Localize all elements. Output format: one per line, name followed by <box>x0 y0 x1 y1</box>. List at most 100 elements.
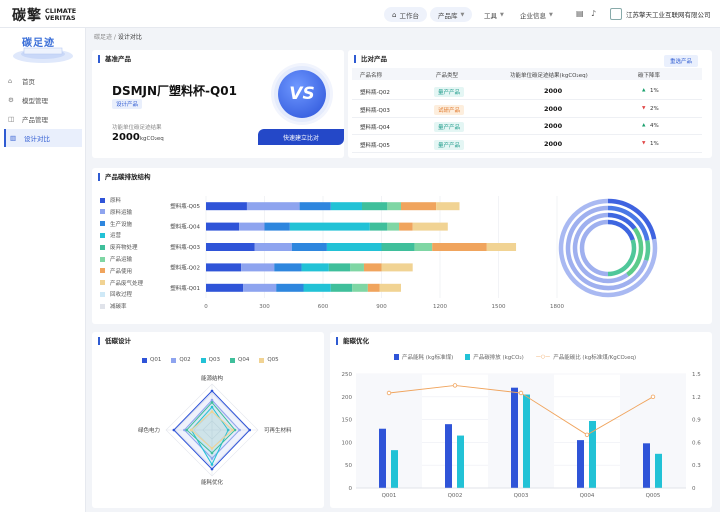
sidebar-item-design-compare[interactable]: ▥ 设计对比 <box>4 129 82 147</box>
legend-item: —○— 产品能碳比 (kg标准煤/KgCO₂eq) <box>536 353 636 361</box>
legend-item: 产品能耗 (kg标准煤) <box>394 353 453 361</box>
legend-swatch <box>100 232 105 238</box>
arrow-up-icon: ▲ <box>642 88 646 93</box>
y-tick-label: 100 <box>342 440 353 446</box>
x-tick-label: 1800 <box>550 304 564 310</box>
nav-tools[interactable]: 工具 ▼ <box>484 7 504 22</box>
bar-segment <box>330 202 362 211</box>
legend-item: 回收过程 <box>100 290 132 298</box>
bar <box>511 387 518 488</box>
ring-slice <box>607 205 650 242</box>
row-divider <box>352 151 702 153</box>
nav-company-info-label: 企业信息 <box>520 11 546 20</box>
legend-swatch <box>200 357 206 363</box>
legend-label: 产品运输 <box>110 257 133 263</box>
company-switcher[interactable]: 江苏擎天工业互联网有限公司 <box>610 8 711 20</box>
product-type-tag: 试研产品 <box>434 104 465 115</box>
legend-label: Q01 <box>150 357 162 363</box>
legend-swatch <box>100 244 105 250</box>
legend-label: 回收过程 <box>110 292 133 299</box>
line-point <box>584 432 590 437</box>
bar <box>643 443 650 488</box>
quick-compare-button[interactable]: 快速建立比对 <box>258 129 344 145</box>
nav-company-info[interactable]: 企业信息 ▼ <box>520 7 553 22</box>
card-title: 产品碳排放结构 <box>98 173 151 181</box>
product-name-cell: 塑料瓶-Q03 <box>360 107 390 114</box>
sidebar-item-model-management[interactable]: ⚙ 模型管理 <box>4 91 82 109</box>
logo[interactable]: 碳擎 CLIMATE VERITAS <box>12 5 76 25</box>
nav-product-library[interactable]: 产品库 ▼ <box>430 7 473 22</box>
radar-point <box>210 447 214 450</box>
radar-point <box>190 428 193 432</box>
legend-swatch <box>259 357 265 363</box>
bar <box>655 453 662 488</box>
radar-point <box>248 428 252 432</box>
chevron-down-icon: ▼ <box>500 11 504 18</box>
line-point <box>386 390 392 396</box>
legend-item: 生产设施 <box>100 220 132 228</box>
bar-segment <box>387 202 401 211</box>
breadcrumb-parent[interactable]: 碳足迹 <box>94 34 113 41</box>
sidebar-item-home[interactable]: ⌂ 首页 <box>4 72 82 90</box>
product-name-cell: 塑料瓶-Q02 <box>360 90 390 96</box>
combo-legend: 产品能耗 (kg标准煤) 产品碳排放 (kgCO₂) —○— 产品能碳比 (kg标准煤… <box>394 353 648 361</box>
ring-slice <box>565 205 649 291</box>
y2-tick-label: 0.3 <box>692 463 701 469</box>
legend-item: 减碳率 <box>100 302 127 310</box>
bar-segment <box>352 283 368 292</box>
legend-label: Q04 <box>237 357 250 363</box>
y-tick-label: 0 <box>349 486 353 492</box>
legend-swatch <box>142 357 147 363</box>
bar <box>589 420 596 488</box>
bar-segment <box>326 243 382 251</box>
line-point <box>452 383 458 388</box>
bar-line-combo-chart: 0 50 100 150 200 250 0 0.3 0.6 0.9 1.2 1.5 Q001 Q002 Q… <box>342 372 702 499</box>
column-header-type: 产品类型 <box>436 73 459 79</box>
legend-item: 产品废气处理 <box>100 279 143 287</box>
legend-swatch <box>394 354 399 360</box>
baseline-product-card: 基准产品 DSMJN厂塑料杯-Q01 设计产品 功能单位碳足迹结果 2000kg… <box>92 50 344 158</box>
bar-segment <box>381 243 415 251</box>
y-tick-label: 塑料瓶-Q04 <box>170 223 200 231</box>
ring-slice <box>572 212 629 284</box>
legend-item: Q05 <box>259 357 279 363</box>
ring-slice <box>607 198 657 240</box>
legend-label: 生产设施 <box>110 221 133 228</box>
radar-point <box>226 428 230 432</box>
document-icon[interactable]: ▤ <box>576 9 584 18</box>
bar-segment <box>246 202 300 211</box>
low-carbon-design-card: 低碳设计 Q01 Q02 Q03 Q04 Q05 能源结构 可再生材料 能耗优化 绿色电力 <box>92 332 324 508</box>
logo-en-line-2: VERITAS <box>45 14 76 22</box>
card-title: 能碳优化 <box>336 337 369 345</box>
company-logo-icon <box>610 8 622 20</box>
y-tick-label: 塑料瓶-Q02 <box>170 263 200 271</box>
bar-segment <box>303 283 331 292</box>
bell-icon[interactable]: ♪ <box>591 9 597 18</box>
bar-segment <box>276 283 304 292</box>
concentric-ring-chart <box>558 198 658 298</box>
legend-line-marker: —○— <box>535 354 551 360</box>
radar-point <box>183 428 186 432</box>
legend-swatch <box>100 221 105 227</box>
bar-segment <box>330 283 353 292</box>
legend-item: Q02 <box>171 357 191 363</box>
reselect-products-button[interactable]: 重选产品 <box>664 55 699 67</box>
radar-point <box>233 428 237 432</box>
logo-text: 碳擎 <box>12 8 42 24</box>
baseline-product-name: DSMJN厂塑料杯-Q01 <box>112 84 237 98</box>
row-divider <box>352 116 702 118</box>
x-tick-label: 300 <box>259 304 270 310</box>
legend-swatch <box>465 354 471 360</box>
y2-tick-label: 1.5 <box>692 372 701 378</box>
ring-slice <box>558 198 658 298</box>
bar-segment <box>206 283 244 292</box>
ring-slice <box>643 240 651 262</box>
bar-segment <box>369 222 388 231</box>
carbon-structure-card: 产品碳排放结构 原料 原料运输 生产设施 运营 废弃物处理 产品运输 产品使用 产品废气处理回… <box>92 168 712 324</box>
bar-segment <box>328 263 351 272</box>
legend-label: 原料 <box>110 198 122 204</box>
nav-workbench[interactable]: ⌂ 工作台 <box>384 7 427 22</box>
legend-swatch <box>171 357 177 363</box>
sidebar-item-product-management[interactable]: ◫ 产品管理 <box>4 110 82 128</box>
bar-segment <box>264 222 290 231</box>
